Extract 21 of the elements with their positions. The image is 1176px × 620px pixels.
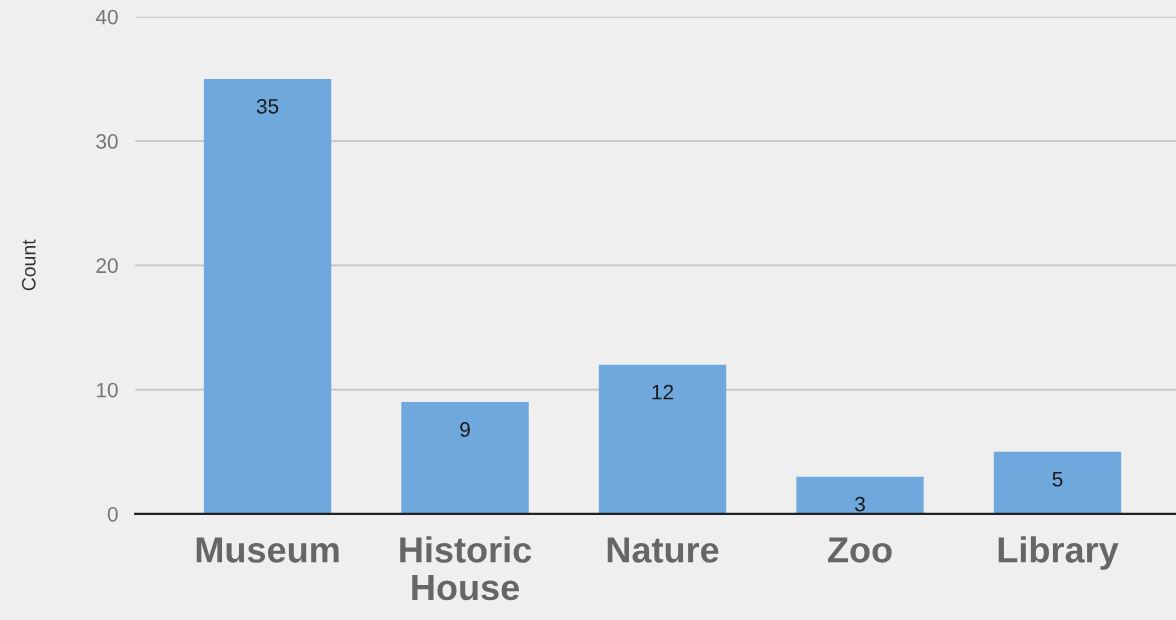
data-label: 3 bbox=[855, 496, 865, 512]
y-tick-label: 30 bbox=[96, 134, 118, 149]
data-label: 35 bbox=[256, 98, 279, 114]
x-tick-label: Historic House bbox=[400, 536, 532, 601]
x-tick-label: Zoo bbox=[828, 537, 892, 563]
x-tick-label: Museum bbox=[196, 537, 339, 563]
data-label: 5 bbox=[1052, 472, 1063, 487]
y-tick-label: 40 bbox=[95, 9, 118, 25]
x-tick-label: Library bbox=[998, 536, 1119, 570]
bar bbox=[598, 364, 727, 514]
y-tick-label: 20 bbox=[96, 258, 118, 274]
data-label: 9 bbox=[460, 422, 470, 437]
bar bbox=[796, 476, 924, 514]
data-label: 12 bbox=[652, 384, 674, 400]
bar bbox=[401, 402, 529, 514]
bar bbox=[993, 451, 1122, 514]
bar bbox=[203, 78, 332, 514]
x-tick-label: Nature bbox=[607, 537, 719, 563]
y-axis-title: Count bbox=[21, 239, 36, 291]
y-tick-label: 0 bbox=[107, 506, 118, 522]
y-tick-label: 10 bbox=[96, 382, 118, 398]
